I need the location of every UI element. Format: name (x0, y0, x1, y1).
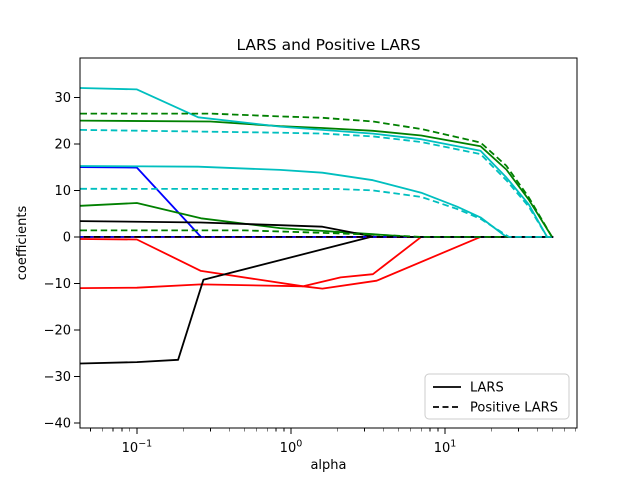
series-plars-cyan-mid (80, 187, 554, 238)
y-tick-label: −40 (44, 417, 71, 432)
y-axis-label: coefficients (15, 206, 30, 281)
x-tick-label: 101 (434, 439, 457, 457)
y-tick-label: 10 (54, 184, 71, 199)
legend-frame (424, 373, 570, 420)
x-tick-label: 100 (280, 439, 303, 457)
plot-background (80, 58, 577, 428)
legend-label-positive-lars: Positive LARS (470, 401, 558, 416)
chart-title: LARS and Positive LARS (236, 36, 420, 54)
series-plars-cyan-high (80, 129, 554, 238)
y-tick-label: −20 (44, 324, 71, 339)
series-plars-green-low (80, 229, 554, 238)
x-tick-label: 10−1 (122, 439, 153, 457)
y-tick-label: −30 (44, 370, 71, 385)
series-lars-cyan-high (80, 87, 554, 238)
series-lars-red-dip (80, 235, 554, 290)
y-tick-label: 30 (54, 91, 71, 106)
x-axis-label: alpha (310, 458, 346, 473)
series-lars-red-flat (80, 235, 554, 289)
y-tick-label: −10 (44, 277, 71, 292)
axes-frame (79, 57, 578, 429)
series-plars-green-high (80, 112, 554, 238)
y-tick-label: 0 (63, 230, 71, 245)
legend-label-lars: LARS (470, 381, 504, 396)
y-tick-label: 20 (54, 137, 71, 152)
